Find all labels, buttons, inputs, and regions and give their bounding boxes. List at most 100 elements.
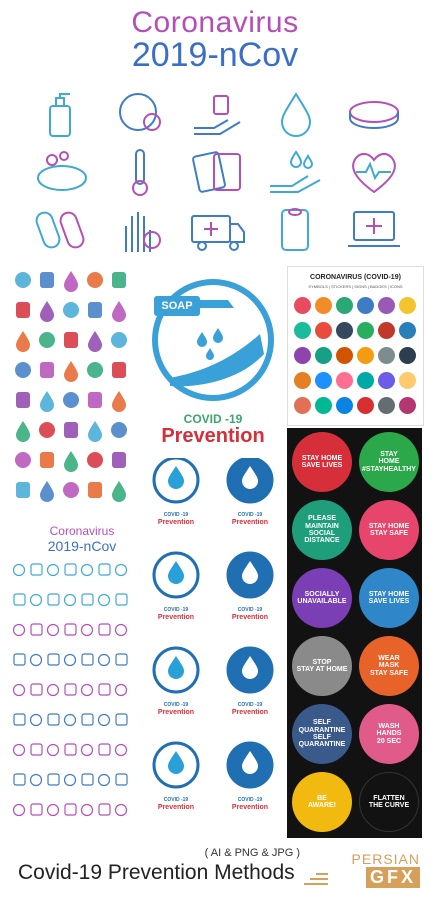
mini-icon [64,623,77,636]
mini-icon [63,773,77,787]
covid-sticker: STAY HOME #STAYHEALTHY [359,432,419,492]
brand-stripe [304,883,328,885]
mini-title-line2: 2019-nCov [47,538,117,554]
hand-drops-icon [264,146,328,198]
mini-icon [115,593,128,606]
sticker-sheet-preview: CORONAVIRUS (COVID-19) SYMBOLS | STICKER… [287,266,424,426]
mini-icon [111,332,127,348]
sheet-sticker [357,397,374,414]
petri-dish-icon [342,88,406,140]
soap-hand-logo-icon [152,279,274,401]
mini-icon [46,683,60,697]
mini-icon [81,653,94,666]
mini-icon [97,773,111,787]
prevention-logo-covid-label: COVID -19 [164,607,189,613]
persian-gfx-logo: PERSIAN GFX [316,851,420,891]
mini-icon [80,563,94,577]
mini-icon [13,773,26,786]
brand-bottom-label: GFX [365,867,420,888]
mini-icon [97,593,111,607]
prevention-logo-covid-label: COVID -19 [164,797,189,803]
mini-icon [29,593,43,607]
sheet-sticker [378,372,395,389]
sheet-sticker [357,297,374,314]
mini-icon [39,422,55,438]
sheet-sticker [399,397,416,414]
sheet-sticker [336,372,353,389]
mini-icon [46,803,60,817]
mini-icon [46,563,60,577]
mini-icon [46,743,60,757]
sheet-sticker [336,397,353,414]
sheet-sticker [294,372,311,389]
ambulance-icon [186,204,250,256]
mini-icon [81,773,94,786]
mini-title-line1: Coronavirus [49,524,115,538]
prevention-logo-covid-label: COVID -19 [238,702,263,708]
sheet-sticker [294,297,311,314]
mini-icon [98,623,111,636]
mini-icon [63,392,79,408]
sheet-sticker [336,297,353,314]
mini-icon [16,482,30,498]
prevention-logo-label: Prevention [232,804,268,811]
mini-icon [112,362,126,378]
mini-icon [15,452,31,468]
sheet-sticker [336,347,353,364]
sticker-sheet-grid [292,295,420,423]
mini-icon [40,481,54,502]
sheet-sticker [399,297,416,314]
mini-icon [13,653,26,666]
sheet-sticker [378,347,395,364]
virus-globe-icon [108,88,172,140]
mini-icon [87,452,103,468]
sheet-sticker [294,322,311,339]
mini-icon [114,803,128,817]
mini-icon [47,593,60,606]
mini-icon [111,422,127,438]
sheet-sticker [357,347,374,364]
hero-banner: Coronavirus 2019-nCov [0,0,430,258]
mini-icon [63,713,77,727]
mini-icon [63,593,77,607]
footer-banner: ( AI & PNG & JPG ) Covid-19 Prevention M… [0,843,430,900]
mini-icon [112,452,126,468]
mini-icon [47,713,60,726]
mini-icon [114,743,128,757]
sheet-sticker [294,347,311,364]
mini-icon [88,482,102,498]
mini-icon [30,563,43,576]
sheet-sticker [336,322,353,339]
laptop-medical-icon [342,204,406,256]
mini-icon [12,743,26,757]
mini-icon [29,653,43,667]
left-icon-sets: Coronavirus 2019-nCov [8,262,138,840]
mini-icon [97,653,111,667]
prevention-logo-label: Prevention [158,614,194,621]
covid-sticker: WEAR MASK STAY SAFE [359,636,419,696]
prevention-logo-label: Prevention [232,519,268,526]
mini-icon [40,301,54,322]
footer-title: Covid-19 Prevention Methods [18,861,295,884]
mini-icon [80,803,94,817]
mini-icon [64,563,77,576]
mini-icon [112,391,126,412]
mini-icon [64,332,78,348]
brand-stripe [316,873,328,875]
big-logo-covid-label: COVID -19 [183,412,243,426]
mini-icon [88,421,102,442]
pill-blister-icon [186,146,250,198]
sticker-sheet-subtitle: SYMBOLS | STICKERS | SIGNS | BADGES | IC… [308,284,403,289]
mini-icon [97,713,111,727]
mini-icon [98,683,111,696]
sticker-sheet-title: CORONAVIRUS (COVID-19) [310,274,401,281]
mini-icon [88,392,102,408]
mini-icon [98,563,111,576]
